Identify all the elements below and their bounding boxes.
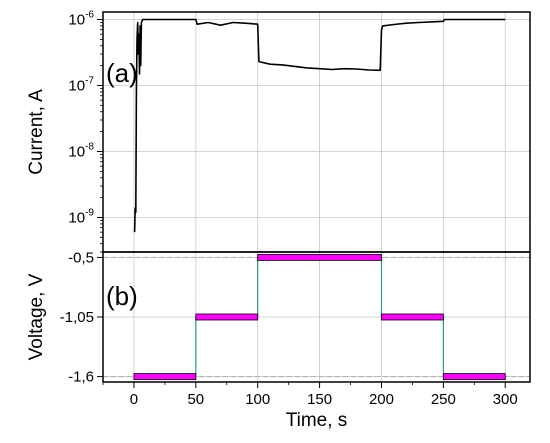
y-tick-label: -1,6 xyxy=(68,369,94,386)
y-tick-label: 10-9 xyxy=(68,207,94,226)
current-series-line xyxy=(133,18,506,233)
x-tick-label: 50 xyxy=(187,391,204,408)
axes-frames xyxy=(102,11,531,383)
voltage-segment-bar xyxy=(381,313,444,321)
voltage-segment-bar xyxy=(442,373,506,380)
y-tick-label: 10-8 xyxy=(68,142,94,161)
x-tick-label: 250 xyxy=(431,391,456,408)
panel-a-frame xyxy=(102,11,531,253)
panel-b-voltage: -1,6 -1,05 -0,5 (b) Voltage, V 0 50 100 150 200 25… xyxy=(26,249,530,431)
x-tick-label: 200 xyxy=(369,391,394,408)
x-tick-label: 150 xyxy=(307,391,332,408)
y-tick-label: -1,05 xyxy=(60,309,94,326)
x-tick-label: 0 xyxy=(130,391,138,408)
panel-label-a: (a) xyxy=(106,58,138,88)
x-tick-label: 100 xyxy=(245,391,270,408)
y-tick-label: 10-7 xyxy=(68,76,94,95)
panel-label-b: (b) xyxy=(106,281,138,311)
y-tick-label: -0,5 xyxy=(68,249,94,266)
x-tick-label: 300 xyxy=(493,391,518,408)
y-axis-label-voltage: Voltage, V xyxy=(26,273,47,360)
voltage-segment-bar xyxy=(195,313,259,321)
panel-a-current: 10-9 10-8 10-7 10-6 (a) Current, A xyxy=(26,10,530,253)
x-axis-label: Time, s xyxy=(286,410,348,431)
y-tick-label: 10-6 xyxy=(68,10,94,29)
voltage-segment-bar xyxy=(257,254,382,261)
y-axis-label-current: Current, A xyxy=(26,89,47,175)
panel-b-frame xyxy=(102,251,531,383)
voltage-segment-bar xyxy=(133,373,197,380)
